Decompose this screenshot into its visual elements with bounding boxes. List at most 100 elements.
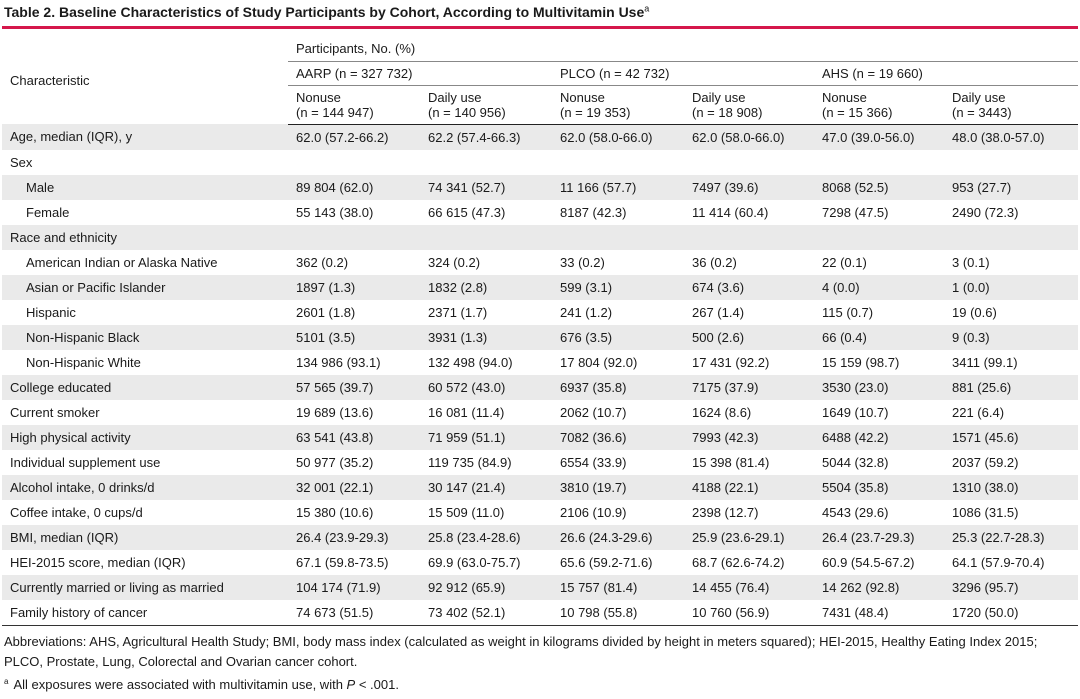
table-cell: 32 001 (22.1) [296,479,374,495]
row-label: Race and ethnicity [10,229,117,245]
table-cell: 47.0 (39.0-56.0) [822,129,915,145]
column-header: Daily use (n = 18 908) [684,85,814,125]
table-row: Non-Hispanic Black 5101 (3.5) 3931 (1.3) 67… [2,324,1079,350]
column-header-line1: Nonuse [822,89,867,105]
table-cell: 7497 (39.6) [692,179,759,195]
table-row: Alcohol intake, 0 drinks/d 32 001 (22.1) 3… [2,474,1079,500]
table-cell: 26.4 (23.9-29.3) [296,529,389,545]
column-header: Nonuse (n = 15 366) [814,85,944,125]
table-row: Hispanic 2601 (1.8) 2371 (1.7) 241 (1.2) 267… [2,299,1079,325]
table-cell: 8068 (52.5) [822,179,889,195]
table-cell: 14 262 (92.8) [822,579,900,595]
table-cell: 30 147 (21.4) [428,479,506,495]
table-cell: 65.6 (59.2-71.6) [560,554,653,570]
table-cell: 6937 (35.8) [560,379,627,395]
row-label: Current smoker [10,404,100,420]
table-cell: 25.8 (23.4-28.6) [428,529,521,545]
table-cell: 9 (0.3) [952,329,990,345]
table-cell: 15 159 (98.7) [822,354,900,370]
column-header-line2: (n = 18 908) [692,104,763,120]
title-footnote-marker: a [644,3,650,14]
header-row-participants: Characteristic Participants, No. (%) [2,37,1079,88]
table-cell: 55 143 (38.0) [296,204,374,220]
footnote-marker: a [4,676,9,686]
table-cell: 15 757 (81.4) [560,579,638,595]
row-label: Female [26,204,70,220]
table-cell: 115 (0.7) [822,304,874,320]
column-header: Nonuse (n = 19 353) [552,85,684,125]
table-cell: 324 (0.2) [428,254,481,270]
table-cell: 3296 (95.7) [952,579,1019,595]
table-cell: 267 (1.4) [692,304,745,320]
table-cell: 1649 (10.7) [822,404,889,420]
table-cell: 4 (0.0) [822,279,860,295]
title-rule [2,26,1078,29]
table-row: Non-Hispanic White 134 986 (93.1) 132 498 … [2,349,1079,375]
row-label: Individual supplement use [10,454,161,470]
table-cell: 60 572 (43.0) [428,379,506,395]
table-cell: 3810 (19.7) [560,479,627,495]
table-cell: 16 081 (11.4) [428,404,505,420]
row-label: BMI, median (IQR) [10,529,119,545]
row-label: Non-Hispanic White [26,354,141,370]
table-cell: 1571 (45.6) [952,429,1019,445]
header-row-cohorts: AARP (n = 327 732) PLCO (n = 42 732) AHS… [2,61,1079,86]
participants-header: Participants, No. (%) [288,37,1079,62]
column-header: Daily use (n = 3443) [944,85,1079,125]
column-header-line1: Daily use [692,89,746,105]
table-row: Family history of cancer 74 673 (51.5) 73 … [2,599,1079,626]
table-cell [552,225,684,250]
baseline-characteristics-table: Characteristic Participants, No. (%) AAR… [2,37,1079,626]
table-cell: 4543 (29.6) [822,504,889,520]
table-title: Table 2. Baseline Characteristics of Stu… [4,2,1078,22]
row-label: Hispanic [26,304,76,320]
header-row-columns: Nonuse (n = 144 947) Daily use (n = 140 95… [2,85,1079,125]
table-cell: 2371 (1.7) [428,304,488,320]
table-cell: 10 760 (56.9) [684,599,814,626]
table-row: Currently married or living as married 10… [2,574,1079,600]
row-label: Asian or Pacific Islander [26,279,166,295]
table-cell: 132 498 (94.0) [428,354,513,370]
table-cell: 2062 (10.7) [560,404,627,420]
table-cell: 5101 (3.5) [296,329,356,345]
footnote-a: a All exposures were associated with mult… [4,675,1074,695]
row-label: Currently married or living as married [10,579,224,595]
table-row: BMI, median (IQR) 26.4 (23.9-29.3) 25.8 (2… [2,524,1079,550]
table-cell: 62.2 (57.4-66.3) [428,129,521,145]
table-cell: 11 166 (57.7) [560,179,637,195]
table-cell: 241 (1.2) [560,304,613,320]
abbreviations-note: Abbreviations: AHS, Agricultural Health … [4,634,1038,669]
table-cell: 2106 (10.9) [560,504,627,520]
table-row: Age, median (IQR), y 62.0 (57.2-66.2) 62.2… [2,124,1079,150]
table-cell: 2601 (1.8) [296,304,356,320]
table-row: Individual supplement use 50 977 (35.2) 11… [2,449,1079,475]
table-cell: 69.9 (63.0-75.7) [428,554,521,570]
table-cell: 676 (3.5) [560,329,613,345]
row-label: Age, median (IQR), y [10,129,133,145]
table-row: Female 55 143 (38.0) 66 615 (47.3) 8187 (42… [2,199,1079,225]
table-cell: 119 735 (84.9) [428,454,512,470]
table-row: Sex [2,149,1079,175]
footnote-a-text: All exposures were associated with multi… [13,677,347,692]
footnote-a-tail: < .001. [355,677,399,692]
table-cell: 3411 (99.1) [952,354,1018,370]
table-cell: 7298 (47.5) [822,204,889,220]
table-cell: 19 689 (13.6) [296,404,374,420]
table-cell [420,150,552,175]
table-cell: 14 455 (76.4) [692,579,770,595]
table-cell [684,150,814,175]
table-cell: 221 (6.4) [952,404,1005,420]
table-cell: 5044 (32.8) [822,454,889,470]
table-cell: 599 (3.1) [560,279,613,295]
table-cell: 26.6 (24.3-29.6) [560,529,653,545]
column-header-line2: (n = 19 353) [560,104,631,120]
table-row: HEI-2015 score, median (IQR) 67.1 (59.8-7… [2,549,1079,575]
table-cell: 3530 (23.0) [822,379,889,395]
table-cell [552,150,684,175]
table-cell: 48.0 (38.0-57.0) [952,129,1045,145]
cohort-header-ahs: AHS (n = 19 660) [814,61,1079,86]
table-cell: 68.7 (62.6-74.2) [692,554,785,570]
column-header-line2: (n = 3443) [952,104,1012,120]
table-cell [944,150,1078,175]
table-cell: 15 509 (11.0) [428,504,505,520]
